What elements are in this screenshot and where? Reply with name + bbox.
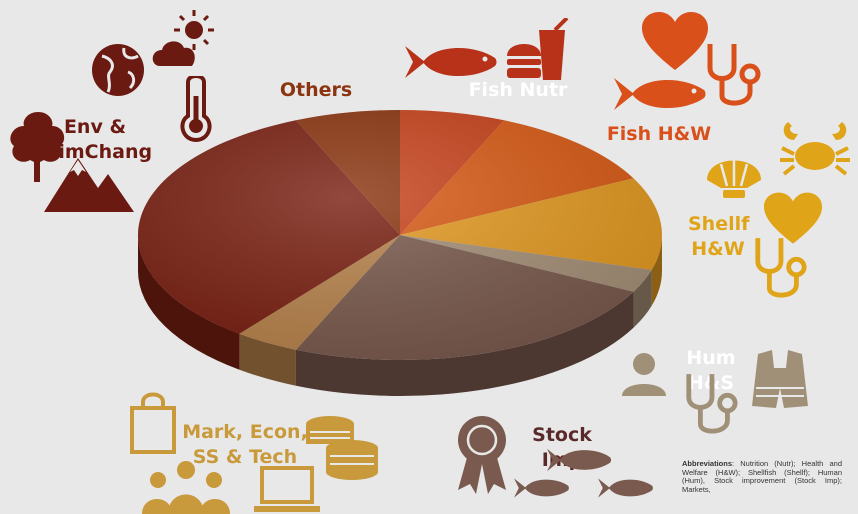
globe-icon [92,44,144,96]
weather-icon [152,10,214,66]
fish-icon [598,478,653,498]
fish-icon [514,478,569,498]
abbreviations-text: : Nutrition (Nutr); Health and Welfare (… [682,459,842,494]
label-mark: Mark, Econ, SS & Tech [180,420,310,469]
burger-icon [507,18,569,80]
label-fish-nutr: Fish Nutr [468,79,568,101]
label-env: Env & ClimChang [0,115,190,164]
fish-icon [547,448,612,472]
mountain-icon [44,158,134,212]
label-others: Others [279,79,353,101]
label-shellf-hw-line2: H&W [691,237,745,260]
pie-side-stock-imp [295,291,634,396]
shopping-bag-icon [130,392,176,454]
label-mark-line2: SS & Tech [192,445,298,468]
pie-tops [138,110,663,360]
fish-icon [405,46,497,78]
label-mark-line1: Mark, Econ, [182,421,308,443]
label-shellf-hw: Shellf H&W [688,212,750,261]
label-env-line2: ClimChang [37,140,153,163]
person-icon [622,353,666,396]
label-shellf-hw-line1: Shellf [688,213,750,235]
heart-icon [642,12,708,70]
shell-icon [707,160,761,198]
tree-icon [10,112,65,182]
abbreviations-note: Abbreviations: Nutrition (Nutr); Health … [682,459,842,495]
life-vest-icon [752,350,808,408]
coins-icon [306,416,378,480]
label-fish-hw: Fish H&W [606,123,712,145]
laptop-icon [254,466,320,512]
people-icon [142,461,230,514]
award-ribbon-icon [458,416,506,494]
label-env-line1: Env & [63,116,127,138]
stethoscope-icon [686,374,738,434]
abbreviations-heading: Abbreviations [682,459,733,468]
fish-icon [614,78,706,110]
stethoscope-icon [707,44,761,106]
heart-icon [764,192,822,244]
crab-icon [780,122,850,176]
stethoscope-icon [755,238,807,298]
thermometer-icon [180,76,212,142]
